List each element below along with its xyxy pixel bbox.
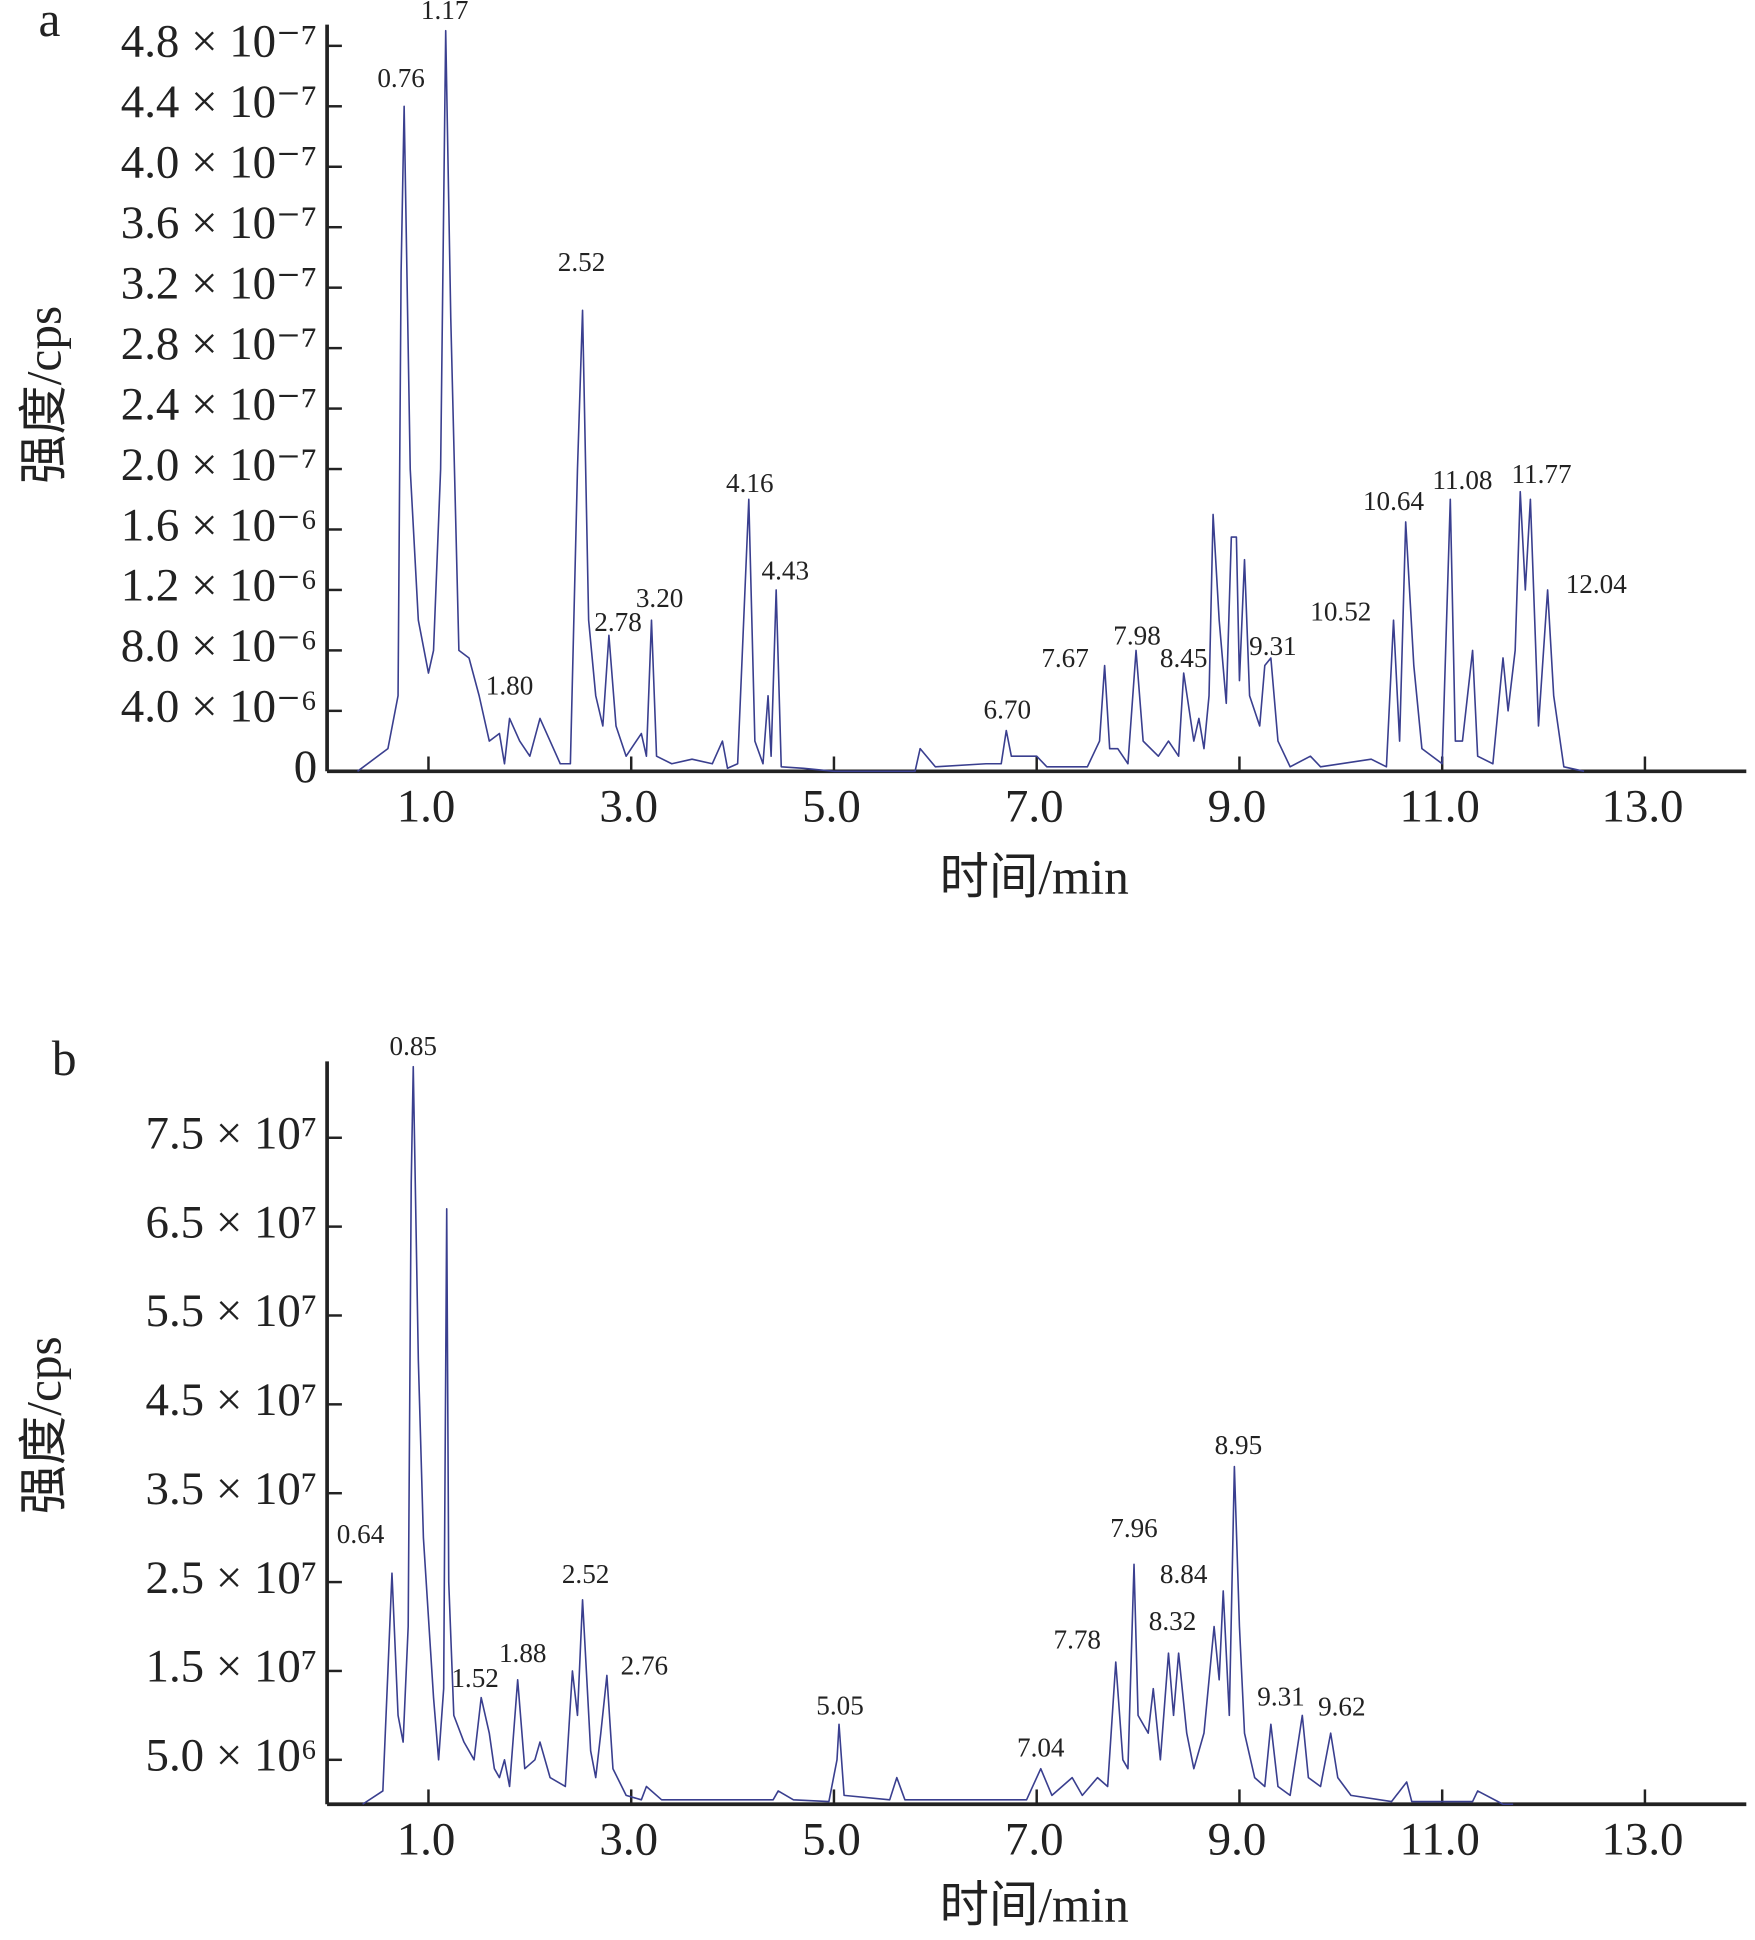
trace [362,1065,1514,1806]
x-tick-label: 13.0 [1601,1814,1683,1866]
peak-label: 2.76 [621,1651,669,1681]
peak-label: 2.78 [594,607,642,637]
y-tick-label: 3.5 × 10⁷ [146,1463,318,1515]
peak-label: 8.95 [1215,1430,1263,1460]
x-axis-title: 时间/min [940,850,1129,905]
peak-label: 11.77 [1512,459,1572,489]
y-tick-label: 4.5 × 10⁷ [146,1374,318,1426]
peak-label: 7.98 [1113,621,1161,651]
peak-label: 9.31 [1249,631,1297,661]
peak-label: 7.04 [1017,1732,1065,1762]
x-tick-label: 3.0 [599,781,658,833]
y-tick-label: 8.0 × 10⁻⁶ [121,620,317,672]
peak-label: 2.52 [558,247,606,277]
y-tick-label: 5.0 × 10⁶ [146,1730,318,1782]
peak-label: 1.52 [451,1663,499,1693]
y-tick-label: 2.0 × 10⁻⁷ [121,439,317,491]
peak-label: 8.32 [1149,1606,1197,1636]
x-tick-label: 1.0 [397,1814,456,1866]
y-axis-title: 强度/cps [17,306,72,484]
x-tick-label: 7.0 [1005,1814,1064,1866]
trace [357,29,1585,773]
y-tick-label: 0 [294,741,317,793]
peak-label: 7.96 [1110,1513,1158,1543]
x-tick-label: 9.0 [1208,781,1267,833]
y-tick-label: 2.8 × 10⁻⁷ [121,318,317,370]
y-tick-label: 1.6 × 10⁻⁶ [121,499,317,551]
peak-label: 5.05 [816,1691,864,1721]
peak-label: 7.78 [1053,1625,1101,1655]
x-tick-label: 1.0 [397,781,456,833]
y-tick-label: 3.6 × 10⁻⁷ [121,197,317,249]
x-tick-label: 11.0 [1400,1814,1480,1866]
peak-label: 1.88 [499,1638,547,1668]
peak-label: 0.85 [390,1031,438,1061]
y-tick-label: 1.5 × 10⁷ [146,1641,318,1693]
x-tick-label: 9.0 [1208,1814,1267,1866]
y-tick-label: 2.5 × 10⁷ [146,1552,318,1604]
y-tick-label: 7.5 × 10⁷ [146,1108,318,1160]
y-tick-label: 2.4 × 10⁻⁷ [121,378,317,430]
y-tick-label: 4.8 × 10⁻⁷ [121,16,317,68]
x-axis-title: 时间/min [940,1878,1129,1933]
y-tick-label: 4.4 × 10⁻⁷ [121,76,317,128]
peak-label: 6.70 [984,695,1031,725]
y-tick-label: 4.0 × 10⁻⁶ [121,681,317,733]
peak-label: 7.67 [1041,643,1089,673]
peak-label: 0.76 [377,63,425,93]
peak-label: 4.16 [726,468,774,498]
y-tick-label: 4.0 × 10⁻⁷ [121,137,317,189]
peak-label: 9.31 [1257,1682,1305,1712]
peak-label: 3.20 [636,583,684,613]
peak-label: 2.52 [562,1559,610,1589]
y-tick-label: 6.5 × 10⁷ [146,1196,318,1248]
x-tick-label: 7.0 [1005,781,1064,833]
y-tick-label: 5.5 × 10⁷ [146,1285,318,1337]
peak-label: 4.43 [762,556,810,586]
x-tick-label: 3.0 [599,1814,658,1866]
panel-label: b [52,1031,77,1086]
peak-label: 1.80 [486,670,534,700]
peak-label: 10.64 [1363,486,1424,516]
peak-label: 8.84 [1160,1559,1208,1589]
peak-label: 12.04 [1566,569,1627,599]
x-tick-label: 11.0 [1400,781,1480,833]
peak-label: 1.17 [421,0,468,25]
peak-label: 0.64 [337,1519,385,1549]
peak-label: 10.52 [1310,596,1371,626]
x-tick-label: 5.0 [802,1814,861,1866]
y-tick-label: 1.2 × 10⁻⁶ [121,560,317,612]
peak-label: 11.08 [1432,465,1492,495]
x-tick-label: 5.0 [802,781,861,833]
y-tick-label: 3.2 × 10⁻⁷ [121,257,317,309]
x-tick-label: 13.0 [1601,781,1683,833]
panel-label: a [38,0,60,47]
peak-label: 9.62 [1318,1691,1366,1721]
peak-label: 8.45 [1160,643,1208,673]
y-axis-title: 强度/cps [17,1336,72,1514]
